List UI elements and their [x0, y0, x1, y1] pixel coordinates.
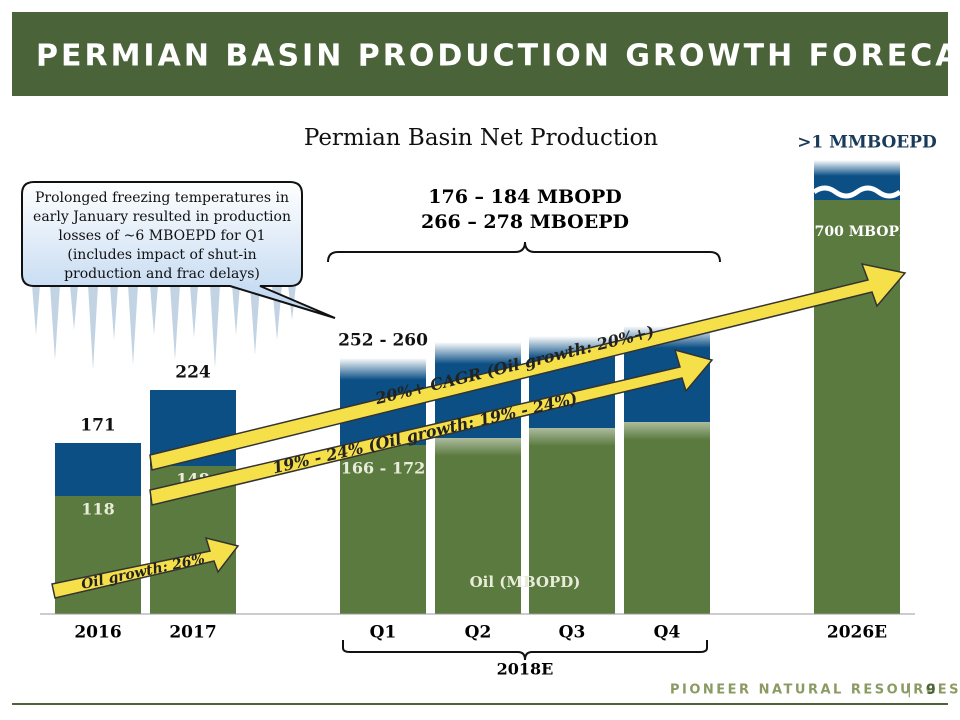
- bar-fade: [435, 342, 521, 364]
- header-band: [12, 12, 948, 96]
- x-tick-label: Q1: [370, 623, 397, 643]
- axis-break: [812, 185, 902, 199]
- arrow: [149, 262, 907, 471]
- data-label: >700 MBOPD: [803, 224, 911, 240]
- callout-line: production and frac delays): [64, 266, 260, 282]
- guidance-oil: 176 – 184 MBOPD: [428, 186, 621, 208]
- callout-line: Prolonged freezing temperatures in: [35, 190, 289, 206]
- data-label: 252 - 260: [338, 331, 428, 351]
- x-tick-label: Q4: [654, 623, 681, 643]
- data-label: 171: [80, 416, 116, 436]
- footer-separator: |: [907, 682, 912, 698]
- bar-oil: [814, 200, 900, 614]
- data-label: 166 - 172: [341, 459, 426, 478]
- bar-oil: [435, 438, 521, 614]
- data-label: 224: [175, 363, 211, 383]
- bar-oil: [340, 445, 426, 614]
- x-tick-label: 2017: [169, 623, 216, 643]
- footer-company: PIONEER NATURAL RESOURCES: [670, 683, 960, 698]
- icicles: [32, 285, 296, 370]
- page-number: 9: [926, 682, 936, 698]
- bar-fade: [340, 358, 426, 380]
- x-tick-label: 2026E: [827, 623, 887, 643]
- bar-oil: [529, 428, 615, 614]
- data-label: >1 MMBOEPD: [797, 133, 937, 153]
- page-title: PERMIAN BASIN PRODUCTION GROWTH FORECAST: [36, 39, 960, 74]
- group-label: 2018E: [497, 660, 554, 679]
- data-label: 118: [81, 500, 114, 519]
- callout-line: losses of ~6 MBOEPD for Q1: [58, 228, 265, 244]
- bar-fade: [814, 160, 900, 176]
- x-tick-label: 2016: [74, 623, 121, 643]
- callout-line: early January resulted in production: [33, 209, 291, 225]
- callout-box: [21, 181, 336, 319]
- x-tick-label: Q3: [559, 623, 586, 643]
- brace: [342, 640, 708, 661]
- bar-fade: [529, 428, 615, 446]
- legend-label: Oil (MBOPD): [470, 573, 581, 591]
- arrow: [149, 348, 714, 506]
- x-tick-label: Q2: [465, 623, 492, 643]
- bar-fade: [624, 422, 710, 440]
- bar-fade: [435, 438, 521, 456]
- brace: [327, 241, 721, 263]
- callout-line: (includes impact of shut-in: [67, 247, 256, 263]
- arrow: [51, 536, 240, 599]
- chart-title: Permian Basin Net Production: [304, 125, 658, 151]
- bar-oil: [624, 422, 710, 614]
- guidance-total: 266 – 278 MBOEPD: [421, 211, 629, 233]
